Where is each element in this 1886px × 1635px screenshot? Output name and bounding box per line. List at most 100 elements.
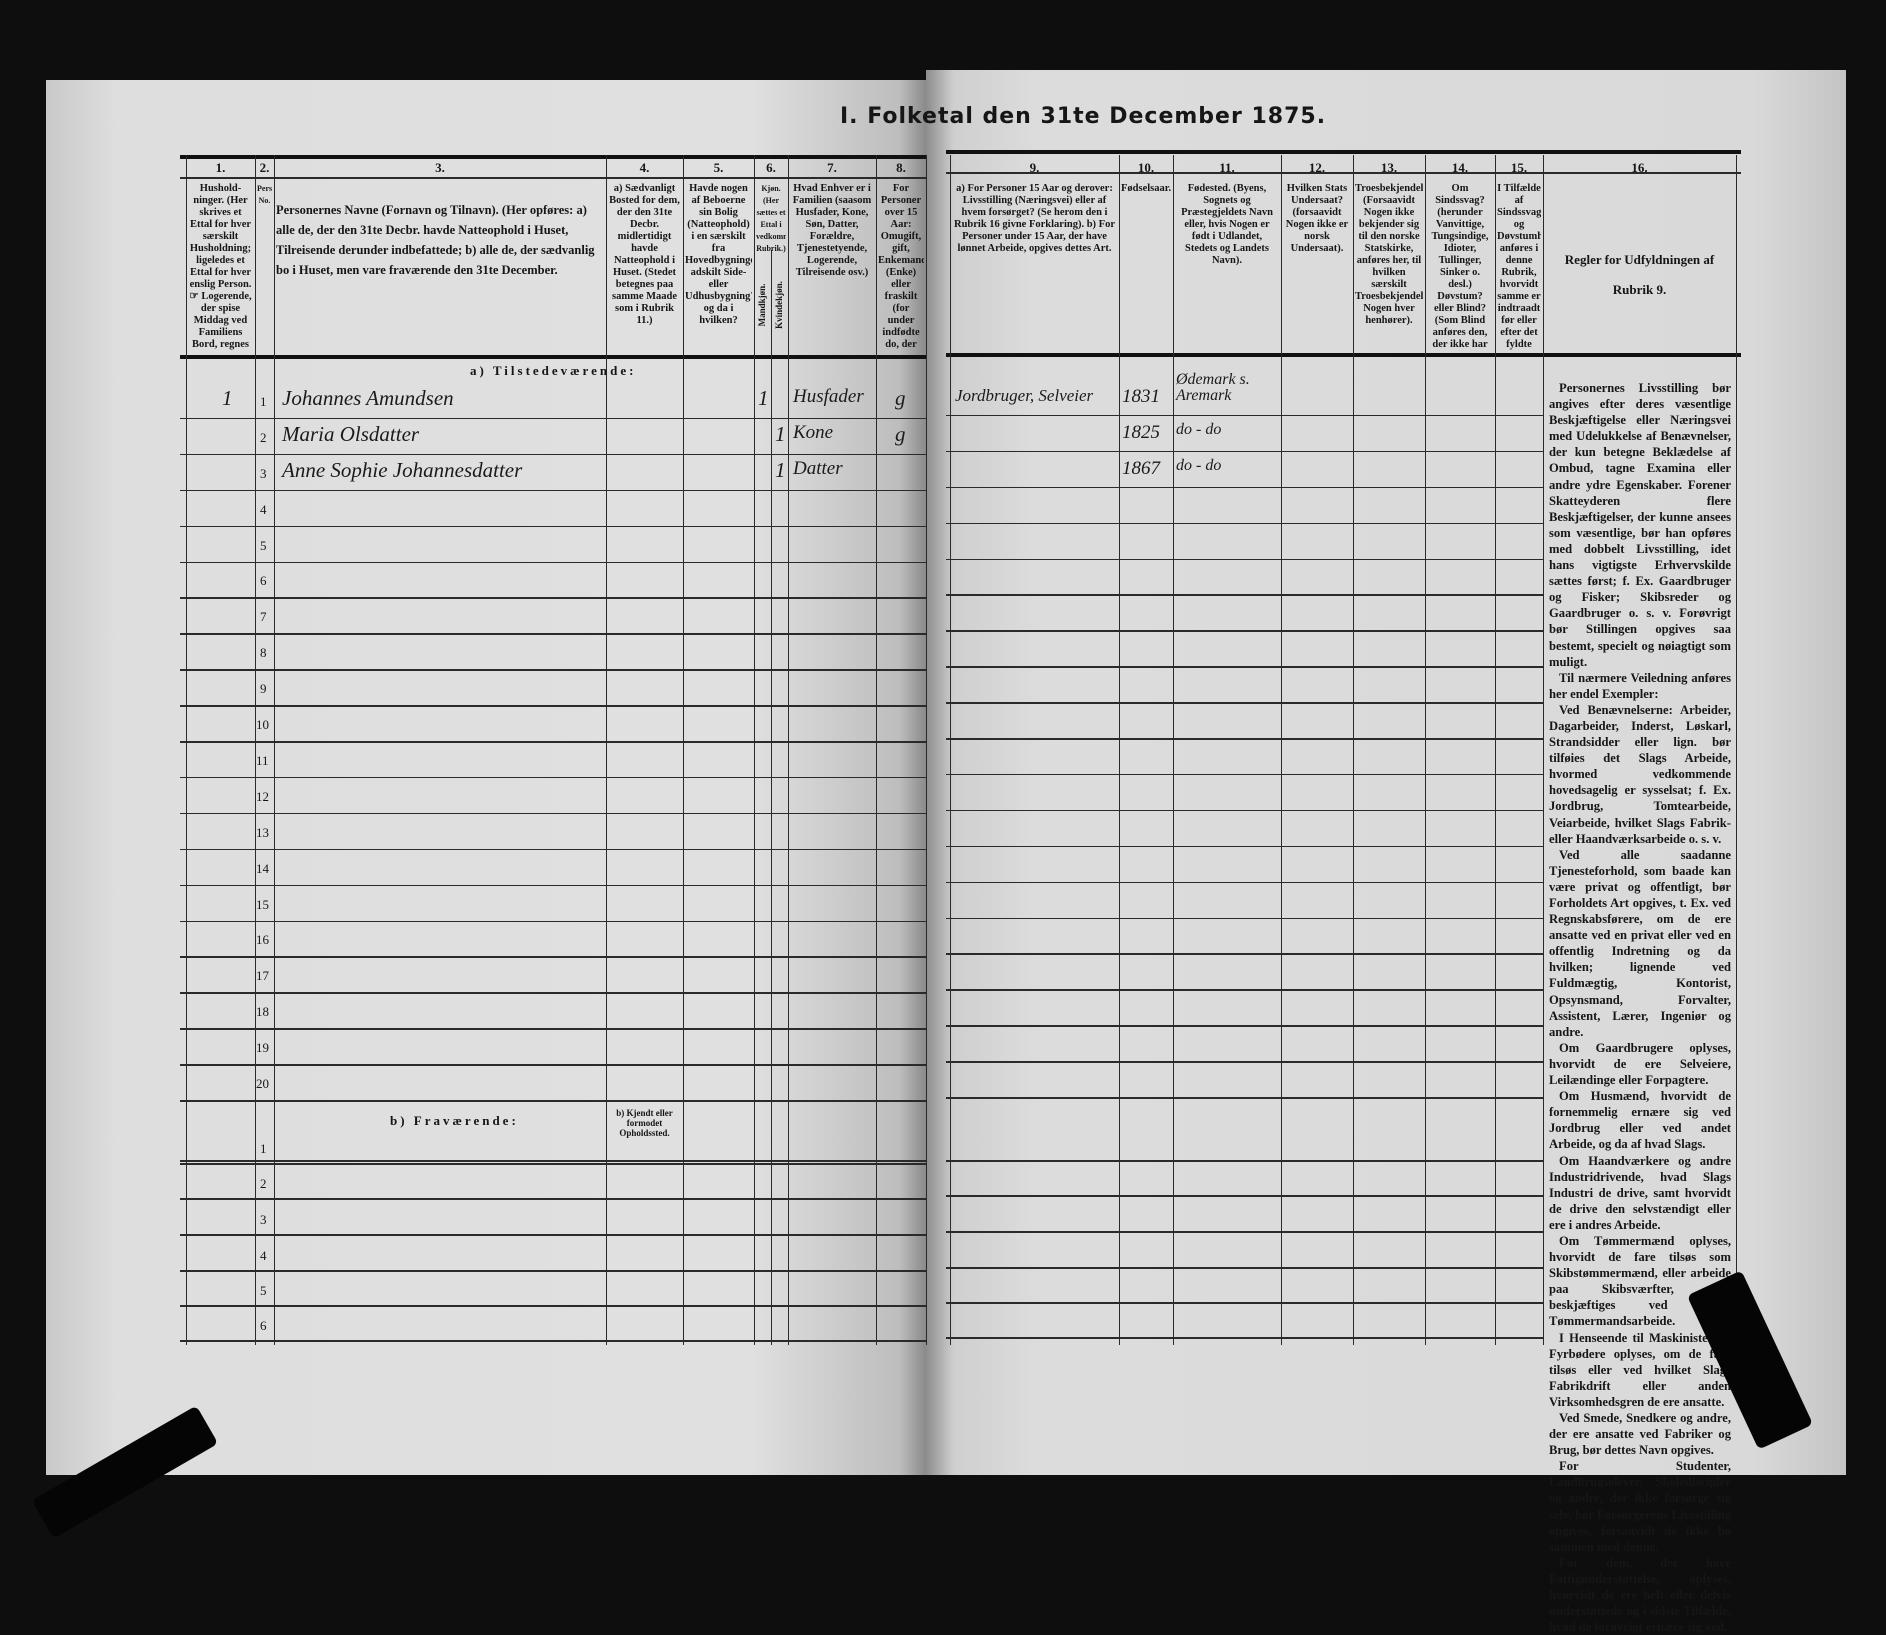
column-header-12: Hvilken Stats Undersaat? (forsaavidt Nog… <box>1285 183 1349 254</box>
row-rule <box>180 633 926 635</box>
row-rule <box>180 525 926 528</box>
row-rule <box>946 1061 1544 1063</box>
row-rule <box>946 1302 1544 1304</box>
row-number: 17 <box>256 968 269 984</box>
column-divider <box>274 155 275 1345</box>
column-header-4: a) Sædvanligt Bosted for dem, der den 31… <box>609 183 680 326</box>
rule-paragraph: Til nærmere Veiledning anføres her endel… <box>1549 670 1731 701</box>
column-number-4: 4. <box>639 160 650 175</box>
row-rule <box>946 666 1544 668</box>
row-number: 19 <box>256 1040 269 1056</box>
row-rule <box>180 1198 926 1200</box>
row-rule <box>946 1025 1544 1027</box>
column-divider <box>1281 155 1282 1345</box>
rule-paragraph: Ved Benævnelserne: Arbeider, Dagarbeider… <box>1549 702 1731 846</box>
birth-year: 1825 <box>1122 421 1160 443</box>
row-number: 15 <box>256 896 269 912</box>
column-header-13: Troesbekjendelse. (Forsaavidt Nogen ikke… <box>1355 183 1423 326</box>
sex-subheader-male: Mandkjøn. <box>757 283 767 327</box>
column-divider <box>683 155 684 1345</box>
row-number: 3 <box>260 465 267 481</box>
birth-year: 1831 <box>1122 385 1160 407</box>
column-number-2: 2. <box>259 160 270 175</box>
row-rule <box>180 1340 926 1342</box>
absent-row-number: 6 <box>260 1318 267 1333</box>
row-rule <box>946 1097 1544 1099</box>
rule-paragraph: Om Haandværkere og andre Industridrivend… <box>1549 1153 1731 1232</box>
row-rule <box>180 1305 926 1307</box>
row-number: 20 <box>256 1076 269 1091</box>
row-rule <box>180 812 926 815</box>
number-row-rule-left <box>180 177 926 179</box>
column-header-15: I Tilfælde af Sindssvaghed og Døvstumhed… <box>1497 183 1541 350</box>
column-header-5: Havde nogen af Beboerne sin Bolig (Natte… <box>685 183 752 326</box>
row-number: 7 <box>260 609 267 625</box>
column-divider <box>876 155 877 1345</box>
column-header-6: Kjøn. (Her sættes et Ettal i vedkommende… <box>756 184 786 253</box>
column-number-1: 1. <box>215 160 226 175</box>
family-role: Datter <box>793 457 843 479</box>
column-divider <box>1495 155 1496 1345</box>
rule-paragraph: Om Tømmermænd oplyses, hvorvidt de fare … <box>1549 1233 1731 1329</box>
row-number: 5 <box>260 537 267 553</box>
header-bottom-rule-right <box>946 353 1741 357</box>
rules-text: Personernes Livsstilling bør angives eft… <box>1549 380 1731 1635</box>
absent-location-header: b) Kjendt eller formodet Opholdssted. <box>616 1108 673 1138</box>
row-rule <box>180 1028 926 1030</box>
header-top-rule-left <box>180 155 926 159</box>
row-rule <box>180 669 926 671</box>
column-number-8: 8. <box>896 160 906 175</box>
row-number: 14 <box>256 860 269 876</box>
column-divider <box>1543 155 1544 1345</box>
row-rule <box>946 486 1544 489</box>
row-rule <box>946 522 1544 525</box>
marital-status: g <box>895 421 906 446</box>
rule-paragraph: Om Husmænd, hvorvidt de fornemmelig ernæ… <box>1549 1089 1731 1152</box>
absent-row-number: 3 <box>260 1212 267 1227</box>
row-rule <box>946 558 1544 560</box>
row-number: 13 <box>256 824 269 840</box>
column-header-8: For Personer over 15 Aar: Omugift, gift,… <box>878 183 924 350</box>
right-page <box>926 70 1846 1475</box>
row-rule <box>180 597 926 599</box>
column-divider <box>1353 155 1354 1345</box>
row-number: 18 <box>256 1004 269 1020</box>
birth-year: 1867 <box>1122 457 1160 479</box>
row-number: 10 <box>256 717 269 732</box>
rule-paragraph: Ved alle saadanne Tjenesteforhold, som b… <box>1549 847 1731 1039</box>
column-number-14: 14. <box>1451 160 1469 175</box>
row-number: 9 <box>260 681 267 697</box>
family-role: Husfader <box>793 385 864 407</box>
page-title: I. Folketal den 31te December 1875. <box>840 104 1327 129</box>
row-number: 6 <box>260 573 267 589</box>
rule-paragraph: For dem, der have Fattigunderstøttelse, … <box>1549 1555 1731 1635</box>
column-number-15: 15. <box>1510 160 1528 175</box>
column-header-14: Om Sindssvag? (herunder Vanvittige, Tung… <box>1431 183 1489 350</box>
row-number: 8 <box>260 645 267 661</box>
column-header-3: Personernes Navne (Fornavn og Tilnavn). … <box>276 203 595 277</box>
column-divider <box>1173 155 1174 1345</box>
column-header-1: Hushold-ninger. (Her skrives et Ettal fo… <box>189 183 252 350</box>
row-rule <box>946 1267 1544 1269</box>
column-divider <box>926 155 927 1345</box>
column-divider <box>186 155 187 1345</box>
row-rule <box>946 917 1544 919</box>
row-rule <box>946 773 1544 776</box>
person-name: Maria Olsdatter <box>282 421 420 446</box>
row-rule <box>946 881 1544 884</box>
row-rule <box>180 1163 926 1165</box>
row-rule <box>180 741 926 743</box>
sex-male: 1 <box>758 385 769 410</box>
column-divider <box>788 155 789 1345</box>
row-rule <box>946 1160 1544 1162</box>
absent-row-number: 5 <box>260 1283 267 1298</box>
row-rule <box>180 920 926 922</box>
number-row-rule-right <box>946 172 1741 174</box>
birthplace: do - do <box>1176 456 1222 474</box>
household-count: 1 <box>222 385 233 410</box>
section-absent: b) Fraværende: <box>390 1113 519 1128</box>
sex-female: 1 <box>775 457 786 482</box>
row-rule <box>180 992 926 994</box>
row-number: 4 <box>260 501 267 517</box>
row-rule <box>180 705 926 707</box>
